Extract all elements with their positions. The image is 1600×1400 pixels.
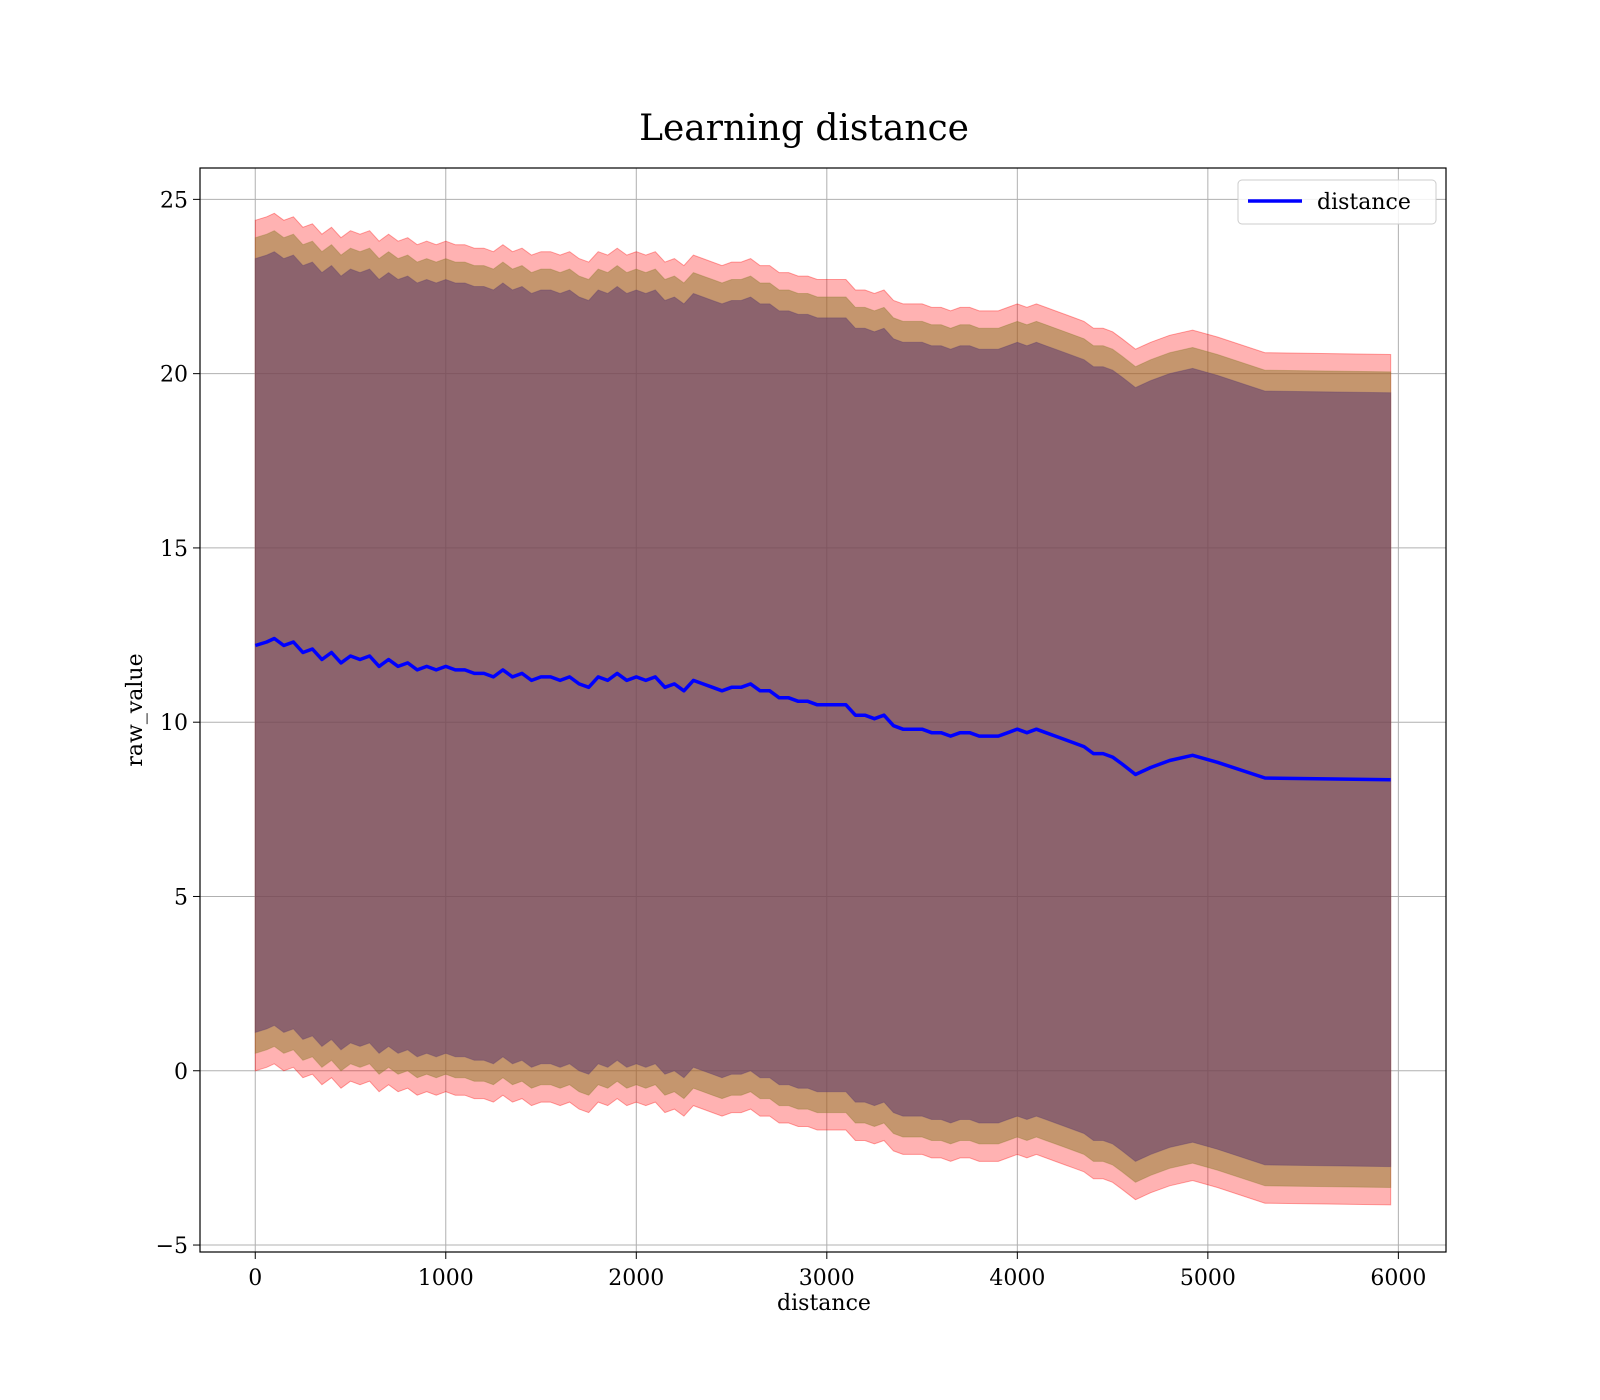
y-tick-label: 15 xyxy=(160,537,188,562)
x-tick-label: 5000 xyxy=(1180,1266,1236,1291)
legend-box xyxy=(1237,179,1437,225)
y-axis-label: raw_value xyxy=(123,653,148,766)
series-layer xyxy=(254,636,1391,782)
x-tick-label: 4000 xyxy=(989,1266,1045,1291)
x-tick-label: 3000 xyxy=(799,1266,855,1291)
band-inner xyxy=(254,251,1392,1168)
y-tick-label: −5 xyxy=(156,1234,188,1259)
y-tick-label: 5 xyxy=(174,885,188,910)
y-tick-label: 10 xyxy=(160,711,188,736)
plot-frame xyxy=(199,167,1447,1253)
legend-label-distance: distance xyxy=(1317,190,1411,215)
y-tick-label: 25 xyxy=(160,188,188,213)
x-axis-label: distance xyxy=(777,1291,871,1316)
y-tick-label: 0 xyxy=(174,1060,188,1085)
x-tick-label: 2000 xyxy=(608,1266,664,1291)
legend: distance xyxy=(1237,179,1437,225)
x-tick-label: 1000 xyxy=(418,1266,474,1291)
axis-ticks: 0 1000 2000 3000 4000 5000 6000 −5 0 5 10 15 20 25 xyxy=(156,188,1427,1291)
chart-title: Learning distance xyxy=(639,108,969,149)
x-tick-label: 0 xyxy=(248,1266,262,1291)
x-tick-label: 6000 xyxy=(1370,1266,1426,1291)
y-tick-label: 20 xyxy=(160,363,188,388)
confidence-bands xyxy=(254,212,1392,1206)
series-line-distance xyxy=(254,636,1391,782)
